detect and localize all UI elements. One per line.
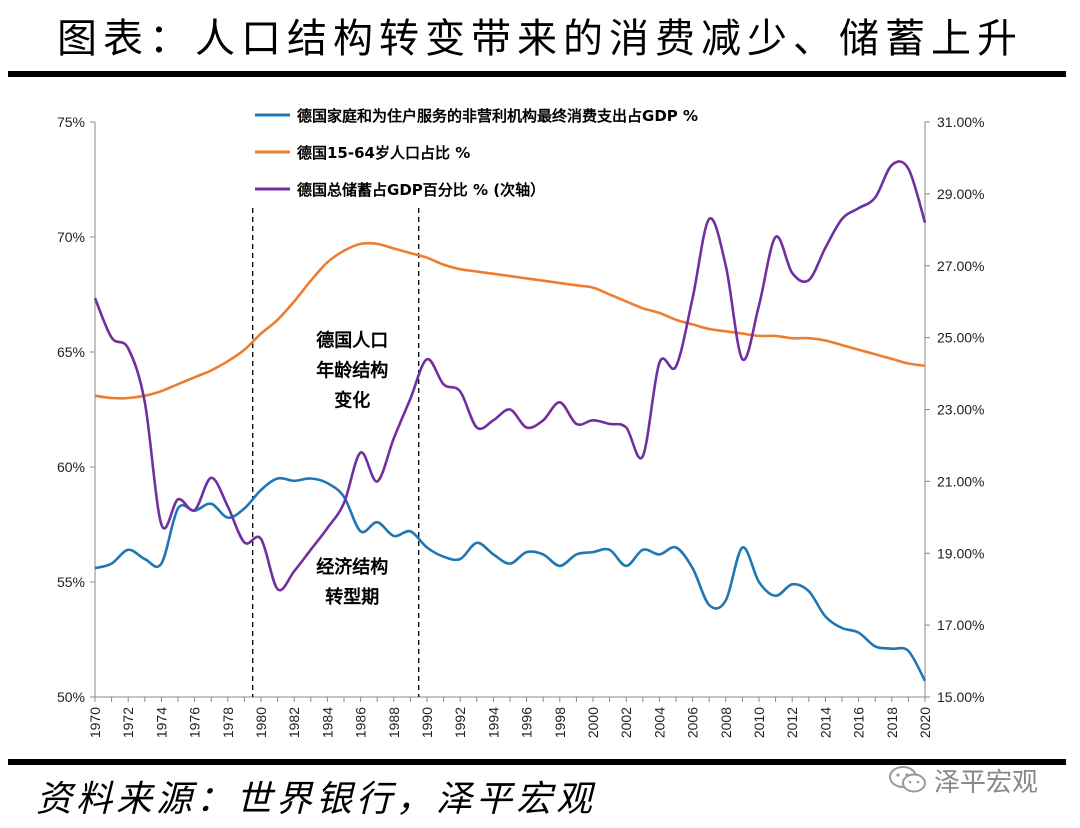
source-note: 资料来源：世界银行，泽平宏观	[36, 779, 597, 820]
y-left-tick-label: 75%	[57, 114, 85, 130]
x-tick-label: 1982	[286, 707, 302, 738]
chart-axes: 50% 55% 60% 65% 70% 75% 15.00% 17.00% 19.00% 21.0…	[57, 114, 985, 738]
series-line-3	[93, 160, 927, 592]
x-tick-label: 1988	[386, 707, 402, 738]
x-tick-label: 2014	[817, 707, 833, 738]
y-right-tick-label: 19.00%	[937, 545, 984, 561]
annotation-1-line: 变化	[334, 389, 370, 411]
series-line-2	[94, 241, 926, 400]
annotation-1-line: 年龄结构	[316, 359, 388, 381]
y-right-tick-label: 29.00%	[937, 186, 984, 202]
x-tick-label: 1996	[519, 707, 535, 738]
y-right-tick-label: 15.00%	[937, 689, 984, 705]
x-tick-label: 2006	[685, 707, 701, 738]
x-tick-label: 1998	[552, 707, 568, 738]
y-left-tick-label: 50%	[57, 689, 85, 705]
y-left-tick-label: 60%	[57, 459, 85, 475]
wechat-icon	[889, 766, 926, 793]
x-tick-label: 1972	[120, 707, 136, 738]
watermark: 泽平宏观	[888, 760, 1038, 800]
x-tick-label: 1976	[187, 707, 203, 738]
chart: 50% 55% 60% 65% 70% 75% 15.00% 17.00% 19.00% 21.0…	[57, 107, 985, 738]
footer-divider	[8, 759, 1066, 765]
x-tick-label: 1974	[153, 707, 169, 738]
legend-label-3: 德国总储蓄占GDP百分比 % (次轴）	[297, 181, 545, 199]
annotation-2-line: 转型期	[325, 586, 379, 608]
annotation-1-line: 德国人口	[316, 329, 388, 351]
series-line-1	[94, 476, 927, 682]
annotation-2-line: 经济结构	[316, 556, 388, 578]
period-divider-lines	[252, 208, 420, 697]
y-right-tick-label: 17.00%	[937, 617, 984, 633]
x-tick-label: 1980	[253, 707, 269, 738]
title-divider	[8, 71, 1066, 77]
y-left-tick-label: 70%	[57, 229, 85, 245]
x-tick-label: 2018	[884, 707, 900, 738]
x-tick-label: 2004	[651, 707, 667, 738]
x-tick-label: 2002	[618, 707, 634, 738]
legend-label-1: 德国家庭和为住户服务的非营利机构最终消费支出占GDP %	[297, 107, 698, 125]
x-tick-label: 2010	[751, 707, 767, 738]
x-tick-label: 1994	[485, 707, 501, 738]
x-tick-label: 1986	[353, 707, 369, 738]
x-tick-label: 2020	[917, 707, 933, 738]
y-right-tick-label: 21.00%	[937, 473, 984, 489]
y-right-tick-label: 23.00%	[937, 402, 984, 418]
y-right-tick-label: 25.00%	[937, 330, 984, 346]
x-tick-label: 1992	[452, 707, 468, 738]
legend-label-2: 德国15-64岁人口占比 %	[297, 144, 470, 162]
x-tick-label: 1990	[419, 707, 435, 738]
x-tick-label: 2000	[585, 707, 601, 738]
y-right-tick-label: 31.00%	[937, 114, 984, 130]
chart-legend: 德国家庭和为住户服务的非营利机构最终消费支出占GDP % 德国15-64岁人口占比…	[255, 107, 698, 199]
x-tick-label: 1970	[87, 707, 103, 738]
x-tick-label: 2008	[718, 707, 734, 738]
watermark-text: 泽平宏观	[934, 767, 1039, 798]
page-title: 图表：人口结构转变带来的消费减少、储蓄上升	[57, 16, 1023, 62]
y-left-tick-label: 65%	[57, 344, 85, 360]
y-right-tick-label: 27.00%	[937, 258, 984, 274]
x-tick-label: 2012	[784, 707, 800, 738]
x-tick-label: 1978	[220, 707, 236, 738]
x-tick-label: 2016	[851, 707, 867, 738]
chart-series	[93, 160, 927, 682]
y-left-tick-label: 55%	[57, 574, 85, 590]
x-tick-label: 1984	[319, 707, 335, 738]
